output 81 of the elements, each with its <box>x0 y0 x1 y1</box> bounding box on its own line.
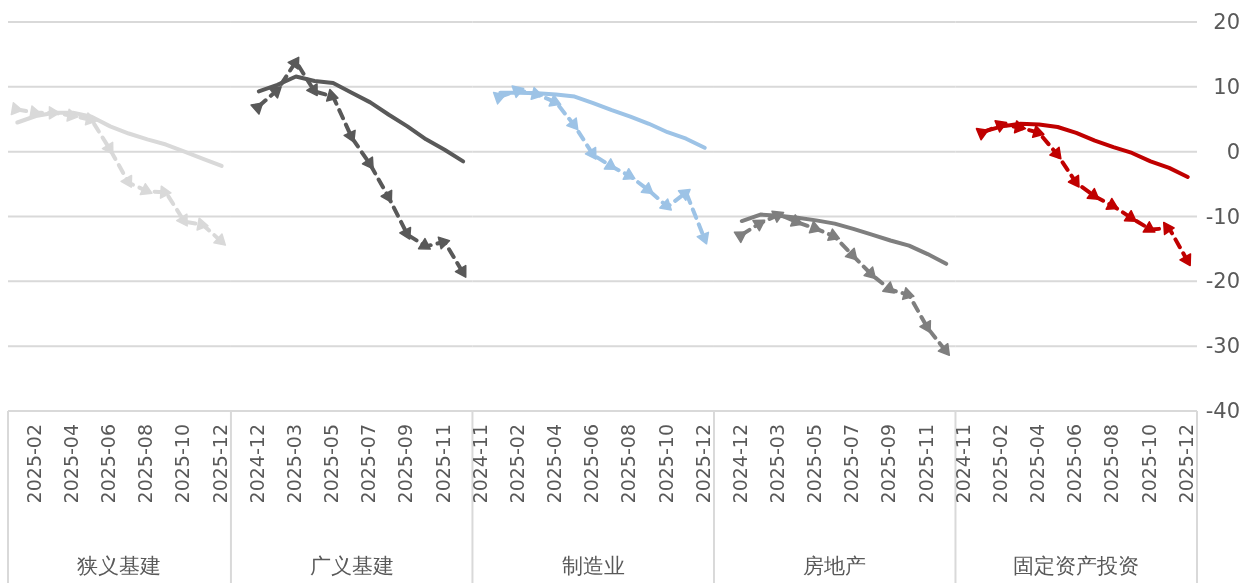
y-tick-label: 0 <box>1226 139 1240 164</box>
x-tick-label: 2025-10 <box>1137 424 1160 504</box>
point <box>139 182 153 196</box>
x-tick-label: 2025-04 <box>543 424 566 504</box>
point <box>306 83 318 97</box>
x-axis-title: 制造业 <box>561 554 625 578</box>
x-tick-label: 2025-12 <box>1174 424 1197 504</box>
x-tick-label: 2025-09 <box>394 424 417 504</box>
x-tick-label: 2025-07 <box>357 424 380 504</box>
point <box>417 237 431 250</box>
point <box>159 185 172 199</box>
point <box>901 287 915 301</box>
x-tick-label: 2024-12 <box>245 424 268 504</box>
point <box>343 129 356 143</box>
point <box>827 228 841 241</box>
x-axis-title: 狭义基建 <box>77 554 162 578</box>
y-tick-label: -30 <box>1205 334 1240 359</box>
y-tick-label: -40 <box>1205 399 1240 423</box>
point <box>919 319 932 334</box>
point <box>863 266 877 280</box>
x-tick-label: 2025-12 <box>208 424 231 504</box>
x-tick-label: 2025-04 <box>60 424 83 504</box>
x-tick-label: 2025-06 <box>97 424 120 504</box>
x-tick-label: 2025-10 <box>654 424 677 504</box>
point <box>882 281 896 294</box>
x-tick-label: 2025-03 <box>765 424 788 504</box>
x-tick-label: 2025-05 <box>320 424 343 504</box>
point <box>399 226 412 240</box>
x-tick-label: 2024-11 <box>468 424 491 504</box>
x-tick-label: 2025-04 <box>1026 424 1049 504</box>
point <box>175 213 188 227</box>
y-tick-label: -20 <box>1205 269 1240 294</box>
x-tick-label: 2025-02 <box>22 424 45 504</box>
x-tick-label: 2025-08 <box>134 424 157 504</box>
point <box>566 117 579 131</box>
point <box>789 214 803 227</box>
x-tick-label: 2025-10 <box>171 424 194 504</box>
point <box>511 85 525 99</box>
x-tick-label: 2025-02 <box>988 424 1011 504</box>
x-tick-label: 2025-08 <box>617 424 640 504</box>
point <box>808 220 822 234</box>
y-tick-label: 10 <box>1213 74 1240 99</box>
point <box>120 174 133 188</box>
point <box>361 156 374 170</box>
x-tick-label: 2025-06 <box>1063 424 1086 504</box>
x-tick-label: 2025-06 <box>580 424 603 504</box>
x-tick-label: 2025-03 <box>282 424 305 504</box>
x-tick-label: 2025-12 <box>691 424 714 504</box>
point <box>196 217 209 231</box>
point <box>66 108 79 122</box>
x-tick-label: 2025-11 <box>431 424 454 504</box>
x-axis-title: 固定资产投资 <box>1013 554 1140 578</box>
point <box>640 182 654 195</box>
point <box>454 264 467 278</box>
point <box>84 112 98 126</box>
point <box>622 167 636 181</box>
point <box>101 141 114 155</box>
point <box>844 247 858 261</box>
point <box>10 102 23 116</box>
point <box>603 158 617 170</box>
x-tick-label: 2025-07 <box>840 424 863 504</box>
point <box>213 233 227 246</box>
x-tick-label: 2025-05 <box>803 424 826 504</box>
point <box>492 91 506 105</box>
x-axis-title: 房地产 <box>803 554 867 578</box>
x-tick-label: 2024-12 <box>728 424 751 504</box>
point <box>937 342 951 357</box>
x-tick-label: 2025-09 <box>877 424 900 504</box>
point <box>659 198 673 211</box>
y-tick-label: 20 <box>1213 10 1240 34</box>
point <box>548 94 562 107</box>
point <box>325 88 339 102</box>
y-tick-label: -10 <box>1205 204 1240 229</box>
x-tick-label: 2024-11 <box>951 424 974 504</box>
x-tick-label: 2025-08 <box>1100 424 1123 504</box>
point <box>696 231 710 245</box>
point <box>380 189 393 203</box>
x-tick-label: 2025-11 <box>914 424 937 504</box>
point <box>584 146 597 160</box>
x-tick-label: 2025-02 <box>505 424 528 504</box>
x-axis-title: 广义基建 <box>309 554 394 578</box>
